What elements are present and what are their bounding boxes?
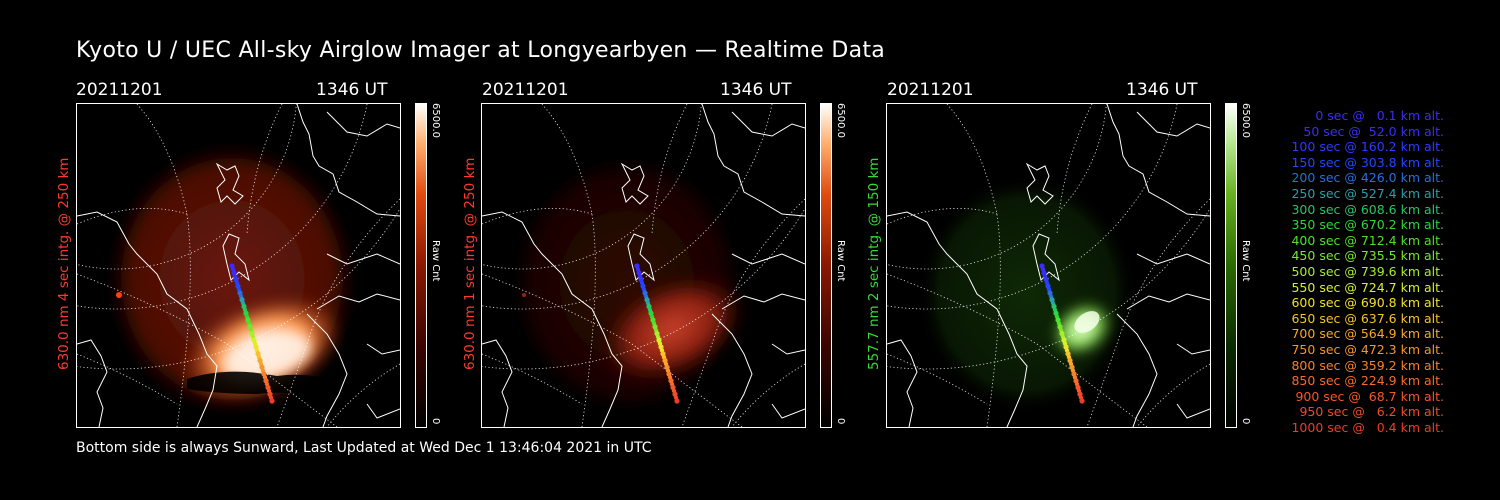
colorbar-unit-label: Raw Cnt — [835, 240, 846, 282]
legend-row: 500 sec @ 739.6 km alt. — [1291, 263, 1444, 279]
legend-row: 100 sec @ 160.2 km alt. — [1291, 139, 1444, 155]
legend-row: 400 sec @ 712.4 km alt. — [1291, 232, 1444, 248]
legend-row: 250 sec @ 527.4 km alt. — [1291, 185, 1444, 201]
legend-row: 900 sec @ 68.7 km alt. — [1295, 388, 1444, 404]
legend-row: 550 sec @ 724.7 km alt. — [1291, 279, 1444, 295]
legend-row: 1000 sec @ 0.4 km alt. — [1291, 419, 1444, 435]
rocket-trajectory — [634, 263, 680, 404]
allsky-map — [887, 104, 1210, 427]
legend-row: 0 sec @ 0.1 km alt. — [1315, 108, 1444, 123]
legend-row: 950 sec @ 6.2 km alt. — [1299, 404, 1444, 420]
colorbar — [1225, 103, 1237, 428]
legend-row: 700 sec @ 564.9 km alt. — [1291, 326, 1444, 342]
wavelength-label: 630.0 nm 1 sec intg. @ 250 km — [462, 157, 478, 370]
lat-lon-grid — [887, 104, 1210, 427]
colorbar-min-label: 0 — [835, 418, 846, 425]
rocket-trajectory — [1039, 263, 1085, 404]
panel-date: 20211201 — [482, 80, 569, 100]
allsky-map — [77, 104, 400, 427]
trajectory-legend: 0 sec @ 0.1 km alt. 50 sec @ 52.0 km alt.… — [1262, 108, 1444, 435]
trajectory-point — [269, 398, 275, 404]
legend-row: 650 sec @ 637.6 km alt. — [1291, 310, 1444, 326]
trajectory-point — [1079, 398, 1085, 404]
legend-row: 600 sec @ 690.8 km alt. — [1291, 295, 1444, 311]
allsky-map — [482, 104, 805, 427]
legend-row: 200 sec @ 426.0 km alt. — [1291, 170, 1444, 186]
colorbar-max-label: 6500.0 — [430, 103, 441, 138]
coastline — [482, 104, 805, 427]
panel-side-label: 630.0 nm 1 sec intg. @ 250 km — [462, 70, 478, 370]
airglow-emission — [104, 139, 360, 419]
panel-time: 1346 UT — [720, 80, 792, 100]
trajectory-point — [674, 398, 680, 404]
legend-row: 750 sec @ 472.3 km alt. — [1291, 341, 1444, 357]
allsky-image-557-2s — [886, 103, 1211, 428]
wavelength-label: 557.7 nm 2 sec intg. @ 150 km — [866, 157, 882, 370]
legend-row: 300 sec @ 608.6 km alt. — [1291, 201, 1444, 217]
colorbar-max-label: 6500.0 — [835, 103, 846, 138]
legend-row: 450 sec @ 735.5 km alt. — [1291, 248, 1444, 264]
panel-date: 20211201 — [76, 80, 163, 100]
allsky-image-630-1s — [481, 103, 806, 428]
airglow-emission — [917, 174, 1137, 414]
coastline — [887, 104, 1210, 427]
coastline — [77, 104, 400, 427]
legend-row: 150 sec @ 303.8 km alt. — [1291, 154, 1444, 170]
colorbar-unit-label: Raw Cnt — [1240, 240, 1251, 282]
rocket-trajectory — [229, 263, 275, 404]
colorbar — [415, 103, 427, 428]
page-title: Kyoto U / UEC All-sky Airglow Imager at … — [76, 38, 886, 63]
wavelength-label: 630.0 nm 4 sec intg. @ 250 km — [56, 157, 72, 370]
panel-time: 1346 UT — [316, 80, 388, 100]
colorbar-max-label: 6500.0 — [1240, 103, 1251, 138]
lat-lon-grid — [77, 104, 400, 427]
legend-row: 800 sec @ 359.2 km alt. — [1291, 357, 1444, 373]
colorbar-unit-label: Raw Cnt — [430, 240, 441, 282]
colorbar — [820, 103, 832, 428]
legend-row: 50 sec @ 52.0 km alt. — [1303, 123, 1444, 139]
legend-row: 850 sec @ 224.9 km alt. — [1291, 373, 1444, 389]
panel-side-label: 557.7 nm 2 sec intg. @ 150 km — [866, 70, 882, 370]
lat-lon-grid — [482, 104, 805, 427]
colorbar-min-label: 0 — [1240, 418, 1251, 425]
panel-side-label: 630.0 nm 4 sec intg. @ 250 km — [56, 70, 72, 370]
colorbar-min-label: 0 — [430, 418, 441, 425]
airglow-emission — [507, 149, 748, 419]
panel-date: 20211201 — [887, 80, 974, 100]
legend-row: 350 sec @ 670.2 km alt. — [1291, 217, 1444, 233]
panel-time: 1346 UT — [1126, 80, 1198, 100]
allsky-image-630-4s — [76, 103, 401, 428]
footer-note: Bottom side is always Sunward, Last Upda… — [76, 440, 652, 456]
